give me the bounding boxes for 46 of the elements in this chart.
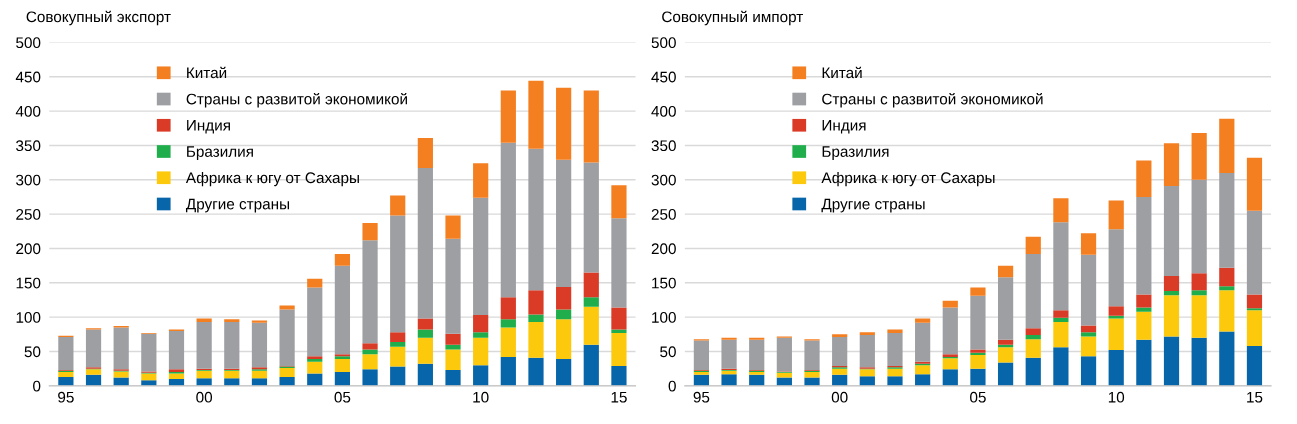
y-tick-label: 250 (651, 208, 676, 220)
legend-label: Страны с развитой экономикой (822, 92, 1043, 108)
y-tick-label: 50 (24, 346, 41, 358)
x-tick-label: 00 (831, 391, 848, 403)
chart-title: Совокупный экспорт (26, 10, 171, 26)
legend-label: Бразилия (822, 146, 889, 160)
y-tick-label: 250 (16, 208, 41, 220)
y-tick-label: 100 (16, 312, 41, 323)
y-tick-label: 450 (15, 71, 41, 83)
y-tick-label: 100 (652, 312, 676, 323)
legend-label: Индия (822, 120, 866, 134)
legend-label: Африка к югу от Сахары (185, 171, 359, 187)
x-tick-label: 95 (693, 391, 710, 403)
y-tick-label: 350 (651, 140, 676, 152)
y-tick-label: 50 (660, 346, 676, 358)
y-tick-label: 150 (652, 277, 676, 289)
chart-title: Совокупный импорт (662, 10, 803, 26)
x-tick-label: 05 (334, 391, 351, 403)
y-tick-label: 0 (33, 380, 41, 392)
x-tick-label: 10 (473, 391, 489, 403)
y-tick-label: 200 (651, 243, 676, 255)
legend-label: Страны с развитой экономикой (186, 92, 407, 108)
x-tick-label: 15 (611, 391, 627, 403)
y-tick-label: 500 (16, 37, 41, 49)
y-tick-label: 350 (16, 140, 41, 152)
legend-label: Китай (187, 66, 227, 79)
x-tick-label: 95 (58, 391, 74, 403)
legend-label: Индия (187, 120, 230, 134)
y-tick-label: 400 (651, 105, 676, 117)
x-tick-label: 05 (970, 391, 986, 403)
y-tick-label: 300 (16, 174, 41, 186)
y-tick-label: 0 (668, 380, 676, 392)
y-tick-label: 300 (651, 174, 676, 186)
legend-label: Африка к югу от Сахары (821, 171, 995, 187)
y-tick-label: 200 (16, 243, 41, 255)
legend-label: Бразилия (187, 146, 253, 160)
x-tick-label: 15 (1247, 391, 1263, 403)
x-tick-label: 10 (1108, 391, 1125, 403)
y-tick-label: 150 (16, 277, 41, 289)
legend-label: Китай (822, 66, 862, 79)
legend-label: Другие страны (821, 198, 925, 213)
legend-label: Другие страны (185, 198, 290, 213)
y-tick-label: 450 (651, 71, 676, 83)
y-tick-label: 500 (651, 37, 676, 49)
x-tick-label: 00 (196, 391, 213, 403)
y-tick-label: 400 (15, 105, 41, 117)
